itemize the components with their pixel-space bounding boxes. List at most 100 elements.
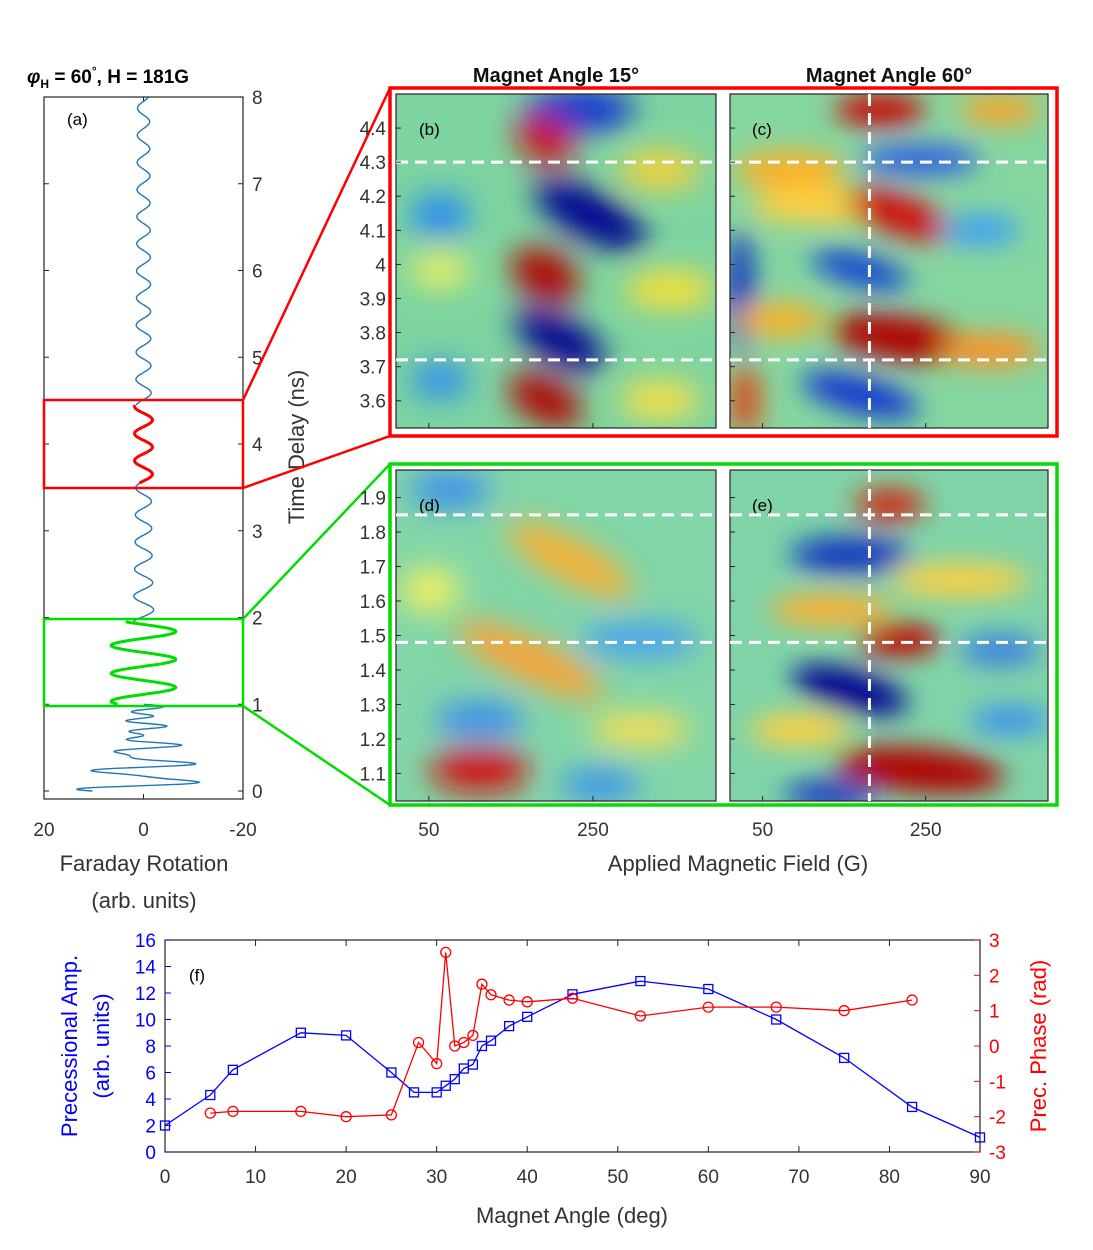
- heatmap-ytick-label: 4.3: [360, 153, 386, 174]
- panel-f-ytick-right-label: -1: [989, 1072, 1006, 1093]
- heatmap-ytick-label: 1.6: [360, 592, 386, 613]
- panel-f-xtick-label: 20: [336, 1167, 357, 1188]
- phase-marker: [476, 978, 488, 990]
- panel-a-ytick-label: 8: [252, 88, 263, 109]
- panel-a-yticks: 0 1 2 3 4 5 6 7 8: [44, 88, 263, 803]
- amp-marker: [449, 1073, 460, 1085]
- heatmap-xlabel: Applied Magnetic Field (G): [608, 851, 868, 876]
- heatmap-ytick-label: 4.2: [360, 187, 386, 208]
- phase-marker: [634, 1010, 647, 1022]
- heatmap-ytick-label: 4.1: [360, 221, 386, 242]
- amp-marker: [431, 1087, 442, 1098]
- panel-f-ytick-left-label: 14: [135, 958, 157, 979]
- panel-f-xtick-label: 70: [788, 1167, 809, 1188]
- connector-green-top: [242, 463, 391, 620]
- amp-marker: [522, 1011, 533, 1022]
- panel-f-ytick-left-label: 0: [145, 1143, 156, 1164]
- panel-f-ylabel-left-units: (arb. units): [89, 993, 114, 1098]
- panel-f-ytick-left-label: 6: [145, 1064, 156, 1085]
- heatmap-ytick-label: 1.2: [360, 730, 386, 751]
- amp-marker: [386, 1067, 397, 1078]
- heatmap-ytick-label: 3.9: [360, 289, 386, 310]
- heatmap-ytick-label: 1.5: [360, 627, 386, 648]
- panel-a-xtick-label: -20: [229, 820, 256, 841]
- connector-red-top: [241, 87, 392, 401]
- panel-f-ylabel-right: Prec. Phase (rad): [1026, 960, 1051, 1132]
- zoom-frame-green: [388, 462, 1059, 807]
- faraday-trace-highlight-red: [132, 404, 154, 485]
- heatmap-ytick-label: 3.8: [360, 324, 386, 345]
- phase-marker: [566, 992, 579, 1004]
- panel-f-ytick-right-label: -3: [989, 1143, 1006, 1164]
- series-line-right: [210, 952, 913, 1118]
- phase-marker: [295, 1105, 307, 1118]
- series-line-left: [164, 980, 981, 1138]
- panel-f-ytick-left-label: 4: [145, 1090, 156, 1111]
- heatmap-xtick-label: 250: [910, 820, 942, 841]
- panel-a-ytick-label: 0: [252, 782, 263, 803]
- phase-marker: [521, 996, 533, 1008]
- amp-marker: [440, 1080, 451, 1091]
- heatmap-d: (d): [395, 469, 717, 802]
- heatmap-ytick-label: 1.9: [360, 489, 386, 510]
- heatmap-xtick-label: 250: [577, 820, 609, 841]
- heatmap-ytick-label: 3.7: [360, 358, 386, 379]
- panel-f-ticks: 0 10 20 30 40 50 60 70 80 900246810121416-3-2-101…: [135, 931, 1006, 1188]
- panel-a-xlabel: Faraday Rotation: [60, 851, 229, 876]
- amp-marker: [159, 1120, 171, 1131]
- zoom-connectors: [241, 87, 392, 807]
- heatmap-e: (e): [729, 469, 1049, 802]
- heatmap-ytick-label: 1.7: [360, 558, 386, 579]
- col-title-60: Magnet Angle 60°: [806, 65, 972, 87]
- connector-green-bottom: [242, 704, 391, 807]
- amp-marker: [295, 1027, 306, 1038]
- amp-marker: [703, 983, 714, 995]
- heatmap-ytick-label: 3.6: [360, 392, 386, 413]
- heatmap-ytick-label: 1.8: [360, 523, 386, 544]
- phase-marker: [906, 994, 918, 1006]
- panel-a-ytick-label: 7: [252, 175, 263, 196]
- amp-marker: [974, 1132, 986, 1143]
- amp-marker: [205, 1089, 216, 1101]
- amp-marker: [408, 1087, 420, 1098]
- amp-marker: [906, 1101, 918, 1113]
- panel-a-title: φH = 60°, H = 181G: [27, 64, 189, 91]
- panel-a-xlabel-units: (arb. units): [91, 888, 196, 913]
- panel-a-xtick-label: 20: [33, 820, 54, 841]
- panel-f-ytick-left-label: 8: [145, 1037, 156, 1058]
- faraday-trace-highlight-green: [109, 620, 178, 706]
- heatmap-c: (c): [729, 93, 1049, 429]
- amp-marker: [340, 1030, 352, 1041]
- panel-a-xtick-label: 0: [138, 820, 149, 841]
- panel-f-ytick-right-label: 2: [989, 966, 1000, 987]
- panel-a-ytick-label: 2: [252, 609, 263, 630]
- highlight-box-red: [42, 398, 245, 490]
- heatmap-ytick-label: 4.4: [360, 119, 387, 140]
- highlight-box-green: [42, 617, 245, 708]
- panel-f-xtick-label: 0: [160, 1167, 171, 1188]
- panel-e-label: (e): [752, 496, 773, 515]
- time-delay-ylabel: Time Delay (ns): [284, 370, 309, 524]
- phase-marker: [204, 1107, 216, 1119]
- panel-f-xtick-label: 80: [879, 1167, 900, 1188]
- amp-marker: [476, 1040, 488, 1052]
- heatmap-ytick-label: 1.4: [360, 661, 387, 682]
- phase-marker: [227, 1105, 239, 1118]
- phase-marker: [385, 1109, 398, 1121]
- heatmap-ytick-label: 1.3: [360, 695, 386, 716]
- phase-marker: [431, 1058, 443, 1070]
- panel-f-ytick-right-label: 3: [989, 931, 1000, 952]
- heatmap-ytick-label: 4: [375, 255, 386, 276]
- amp-marker: [485, 1035, 497, 1046]
- phase-marker: [340, 1111, 352, 1123]
- phase-marker: [440, 946, 452, 959]
- phase-marker: [485, 989, 497, 1001]
- faraday-trace-late: [135, 97, 152, 406]
- heatmap-ytick-label: 1.1: [360, 764, 386, 785]
- panel-f-ytick-left-label: 2: [145, 1117, 156, 1138]
- panel-f-ytick-left-label: 10: [135, 1011, 156, 1032]
- amp-marker: [467, 1059, 479, 1070]
- panel-f-xtick-label: 50: [607, 1167, 628, 1188]
- panel-f-ytick-right-label: -2: [989, 1108, 1006, 1129]
